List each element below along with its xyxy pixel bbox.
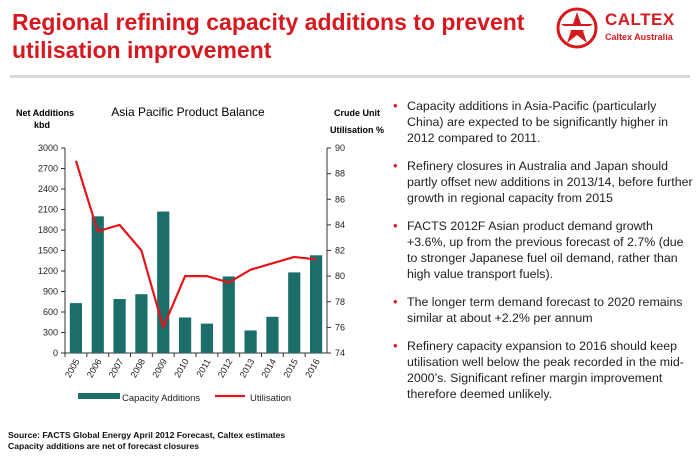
capacity-bar <box>244 330 257 353</box>
y-right-tick-label: 76 <box>335 322 345 332</box>
closures-note: Capacity additions are net of forecast c… <box>8 441 200 451</box>
y-left-tick-label: 900 <box>43 287 58 297</box>
bullet-item: Refinery closures in Australia and Japan… <box>393 158 695 206</box>
y-left-tick-label: 2400 <box>38 184 58 194</box>
bullet-item: Refinery capacity expansion to 2016 shou… <box>393 338 695 402</box>
capacity-bar <box>135 294 148 353</box>
capacity-bar <box>157 211 170 353</box>
x-tick-label: 2006 <box>85 357 104 379</box>
brand-logo: CALTEX Caltex Australia <box>555 6 695 50</box>
y-left-tick-label: 1200 <box>38 266 58 276</box>
logo-name: CALTEX <box>605 10 675 29</box>
capacity-bar <box>200 323 214 353</box>
y-left-label-line2: kbd <box>34 120 50 130</box>
product-balance-chart: Net Additions kbd Asia Pacific Product B… <box>16 105 384 404</box>
capacity-bar <box>309 255 323 353</box>
y-right-tick-label: 90 <box>335 143 345 153</box>
x-tick-label: 2013 <box>238 357 257 379</box>
y-left-tick-label: 0 <box>53 348 58 358</box>
logo-subtitle: Caltex Australia <box>605 32 673 42</box>
capacity-bar <box>113 299 126 353</box>
y-right-tick-label: 84 <box>335 220 345 230</box>
caltex-star-icon <box>556 7 598 49</box>
bullet-item: FACTS 2012F Asian product demand growth … <box>393 218 695 282</box>
capacity-bar <box>91 216 104 353</box>
legend-bar-swatch <box>78 393 120 399</box>
y-right-tick-label: 80 <box>335 271 345 281</box>
page-title: Regional refining capacity additions to … <box>12 9 525 63</box>
y-left-tick-label: 2100 <box>38 205 58 215</box>
capacity-bar <box>266 316 279 353</box>
header-divider <box>10 75 690 78</box>
x-tick-label: 2010 <box>172 357 191 379</box>
y-right-tick-label: 78 <box>335 297 345 307</box>
bullet-item: The longer term demand forecast to 2020 … <box>393 294 695 326</box>
y-right-tick-label: 88 <box>335 169 345 179</box>
plot-area: 0 300 600 900 1200 1500 1800 2100 2400 2700 3000 74… <box>38 143 345 404</box>
y-left-tick-label: 2700 <box>38 164 58 174</box>
x-tick-label: 2005 <box>63 357 82 379</box>
x-tick-label: 2016 <box>303 357 322 379</box>
chart-title: Asia Pacific Product Balance <box>111 105 265 119</box>
x-tick-label: 2014 <box>259 357 278 379</box>
bullet-item: Capacity additions in Asia-Pacific (part… <box>393 98 695 146</box>
y-left-label-line1: Net Additions <box>16 108 74 118</box>
y-right-tick-label: 86 <box>335 194 345 204</box>
capacity-bar <box>222 276 235 353</box>
y-right-label-line1: Crude Unit <box>334 108 380 118</box>
capacity-bar <box>288 272 301 353</box>
y-right-tick-label: 74 <box>335 348 345 358</box>
x-tick-label: 2011 <box>194 357 212 379</box>
y-left-tick-label: 600 <box>43 307 58 317</box>
x-tick-label: 2008 <box>128 357 147 379</box>
commentary-list: Capacity additions in Asia-Pacific (part… <box>393 98 695 414</box>
x-tick-label: 2012 <box>216 357 235 379</box>
capacity-bar <box>69 303 83 353</box>
x-tick-label: 2015 <box>281 357 300 379</box>
y-right-tick-label: 82 <box>335 246 345 256</box>
source-note: Source: FACTS Global Energy April 2012 F… <box>8 430 285 452</box>
y-left-tick-label: 300 <box>43 328 58 338</box>
legend-utilisation-label: Utilisation <box>250 393 291 404</box>
x-tick-label: 2009 <box>150 357 169 379</box>
y-left-tick-label: 3000 <box>38 143 58 153</box>
utilisation-line <box>74 160 317 329</box>
y-left-tick-label: 1800 <box>38 225 58 235</box>
capacity-bar <box>178 317 192 353</box>
legend-capacity-label: Capacity Additions <box>122 393 200 404</box>
y-right-label-line2: Utilisation % <box>330 125 384 135</box>
source-line: Source: FACTS Global Energy April 2012 F… <box>8 430 286 440</box>
x-tick-label: 2007 <box>107 357 126 379</box>
y-left-tick-label: 1500 <box>38 246 58 256</box>
